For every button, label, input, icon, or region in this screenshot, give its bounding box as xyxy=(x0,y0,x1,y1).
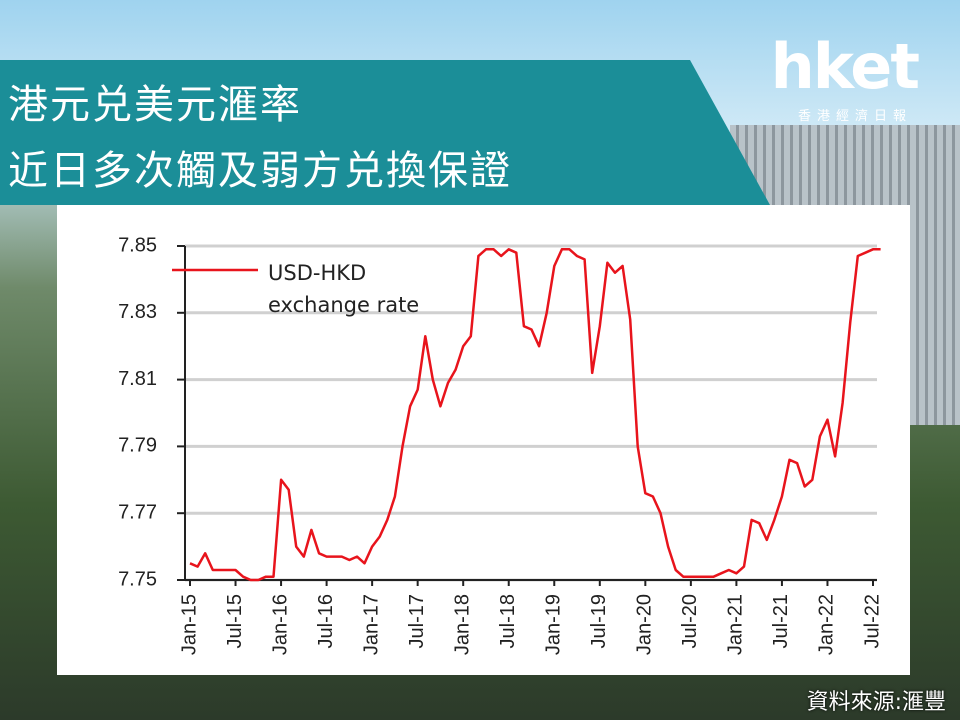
x-tick-label: Jul-19 xyxy=(588,594,610,648)
y-tick-label: 7.81 xyxy=(118,368,157,390)
x-tick-label: Jul-17 xyxy=(406,594,428,648)
title-line: 港元兑美元滙率 xyxy=(8,82,302,128)
source: 資料來源:滙豐 xyxy=(806,690,946,715)
logo-subtitle: 香港經濟日報 xyxy=(797,109,912,124)
series-line xyxy=(189,248,881,582)
x-tick-label: Jan-20 xyxy=(634,594,656,655)
logo: hket xyxy=(770,30,920,103)
title-line: 近日多次觸及弱方兑換保證 xyxy=(8,148,512,194)
x-tick-label: Jul-22 xyxy=(861,594,883,648)
x-tick-label: Jul-18 xyxy=(497,594,519,648)
x-tick-label: Jan-16 xyxy=(269,594,291,655)
y-tick-label: 7.85 xyxy=(118,234,157,256)
x-tick-label: Jan-19 xyxy=(543,594,565,655)
x-tick-label: Jan-22 xyxy=(816,594,838,655)
y-tick-label: 7.79 xyxy=(118,435,157,457)
title-banner xyxy=(0,60,770,205)
x-tick-label: Jul-20 xyxy=(679,594,701,648)
chart-panel xyxy=(57,205,910,675)
x-tick-label: Jul-16 xyxy=(315,594,337,648)
x-tick-label: Jan-17 xyxy=(360,594,382,655)
legend-label: USD-HKD exchange rate xyxy=(268,261,420,317)
x-tick-label: Jan-21 xyxy=(725,594,747,655)
y-tick-label: 7.75 xyxy=(118,568,157,590)
x-tick-label: Jan-15 xyxy=(178,594,200,655)
x-tick-label: Jan-18 xyxy=(451,594,473,655)
y-tick-label: 7.77 xyxy=(118,501,157,523)
x-tick-label: Jul-15 xyxy=(224,594,246,648)
x-tick-label: Jul-21 xyxy=(770,594,792,648)
y-tick-label: 7.83 xyxy=(118,301,157,323)
